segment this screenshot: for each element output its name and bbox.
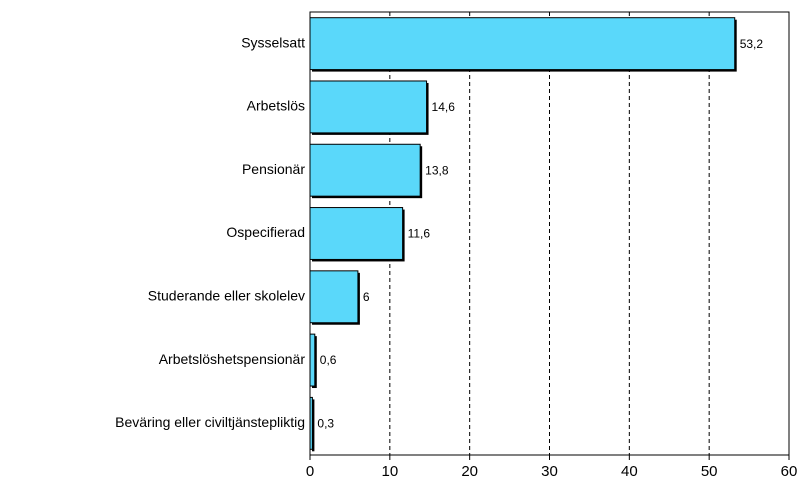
y-tick-label: Arbetslös: [247, 98, 305, 114]
bar: [309, 143, 421, 197]
x-tick-label: 40: [621, 463, 638, 480]
y-tick-label: Sysselsatt: [241, 34, 305, 50]
bar: [309, 207, 404, 260]
x-tick-label: 20: [461, 463, 478, 480]
data-label: 6: [363, 290, 370, 304]
y-tick-label: Studerande eller skolelev: [148, 287, 305, 303]
y-tick-label: Pensionär: [242, 161, 305, 177]
x-tick-label: 50: [701, 463, 718, 480]
data-label: 0,6: [320, 353, 337, 367]
data-label: 13,8: [425, 163, 449, 177]
bar: [309, 333, 316, 387]
y-tick-label: Arbetslöshetspensionär: [159, 351, 306, 367]
bar: [309, 17, 736, 71]
x-tick-label: 0: [306, 463, 314, 480]
bar: [309, 396, 313, 450]
x-tick-label: 60: [781, 463, 798, 480]
bar: [309, 270, 359, 324]
data-label: 14,6: [432, 100, 456, 114]
data-label: 53,2: [740, 37, 764, 51]
bar-shadow: [312, 399, 315, 452]
y-tick-label: Ospecifierad: [226, 224, 305, 240]
x-tick-label: 10: [381, 463, 398, 480]
y-tick-label: Beväring eller civiltjänstepliktig: [115, 414, 305, 430]
data-label: 11,6: [408, 227, 431, 241]
bar: [309, 80, 428, 134]
data-label: 0,3: [317, 417, 334, 431]
x-tick-label: 30: [541, 463, 558, 480]
